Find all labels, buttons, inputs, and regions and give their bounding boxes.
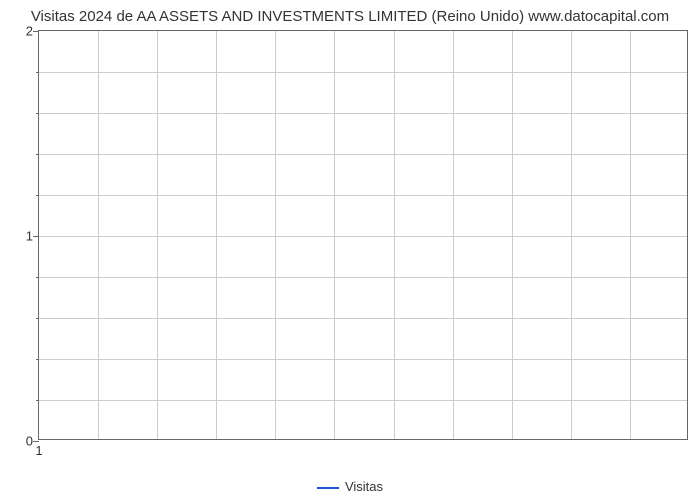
gridline-v <box>334 31 335 439</box>
legend: Visitas <box>0 479 700 494</box>
x-tick-label: 1 <box>35 439 42 458</box>
y-tick-mark <box>36 400 39 401</box>
plot-area: 0121 <box>38 30 688 440</box>
gridline-h <box>39 195 687 196</box>
gridline-h <box>39 277 687 278</box>
gridline-v <box>98 31 99 439</box>
gridline-v <box>394 31 395 439</box>
gridline-h <box>39 72 687 73</box>
legend-swatch <box>317 487 339 489</box>
gridline-h <box>39 318 687 319</box>
y-tick-mark <box>36 195 39 196</box>
gridline-v <box>571 31 572 439</box>
gridline-h <box>39 154 687 155</box>
y-tick-mark <box>36 277 39 278</box>
y-tick-mark <box>33 236 39 237</box>
y-tick-mark <box>36 359 39 360</box>
visits-chart: Visitas 2024 de AA ASSETS AND INVESTMENT… <box>0 0 700 500</box>
gridline-h <box>39 236 687 237</box>
gridline-v <box>453 31 454 439</box>
gridline-v <box>630 31 631 439</box>
y-tick-mark <box>36 72 39 73</box>
gridline-v <box>157 31 158 439</box>
legend-label: Visitas <box>345 479 383 494</box>
chart-title: Visitas 2024 de AA ASSETS AND INVESTMENT… <box>0 8 700 25</box>
gridline-v <box>275 31 276 439</box>
gridline-v <box>512 31 513 439</box>
gridline-h <box>39 113 687 114</box>
gridline-v <box>216 31 217 439</box>
y-tick-mark <box>36 154 39 155</box>
y-tick-mark <box>33 31 39 32</box>
y-tick-mark <box>36 318 39 319</box>
y-tick-mark <box>36 113 39 114</box>
gridline-h <box>39 359 687 360</box>
gridline-h <box>39 400 687 401</box>
